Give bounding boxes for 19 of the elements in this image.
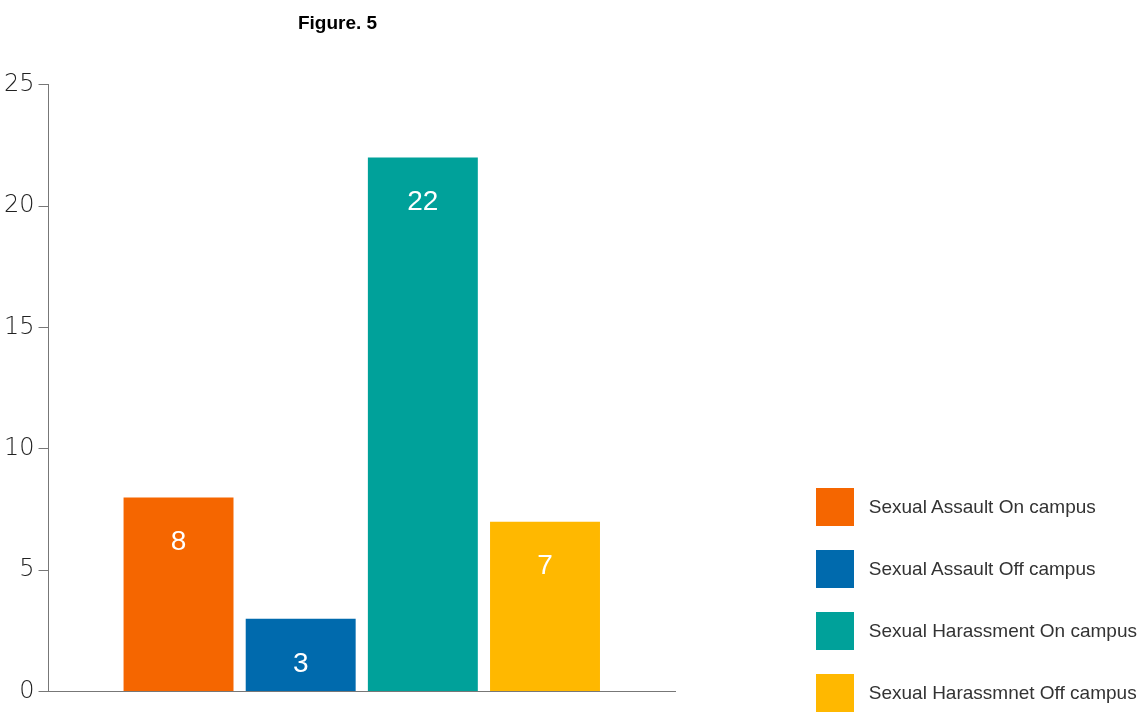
data-label: 22 bbox=[407, 185, 439, 217]
legend-label: Sexual Harassment On campus bbox=[868, 620, 1137, 642]
y-tick-label: 10 bbox=[3, 433, 35, 462]
legend-label: Sexual Assault On campus bbox=[868, 496, 1096, 518]
data-label: 7 bbox=[537, 549, 553, 581]
y-tick-label: 0 bbox=[19, 675, 35, 704]
data-label: 8 bbox=[170, 525, 187, 557]
y-tick-label: 15 bbox=[3, 311, 35, 340]
y-tick-label: 20 bbox=[3, 190, 35, 219]
chart-title: Figure. 5 bbox=[297, 11, 378, 33]
bar bbox=[367, 157, 478, 692]
legend-label: Sexual Assault Off campus bbox=[868, 558, 1096, 580]
y-tick-label: 5 bbox=[19, 554, 35, 583]
bar bbox=[245, 618, 356, 692]
legend-label: Sexual Harassmnet Off campus bbox=[868, 682, 1137, 704]
bar bbox=[490, 521, 600, 692]
data-label: 3 bbox=[292, 646, 309, 678]
y-tick-label: 25 bbox=[3, 69, 35, 98]
bar bbox=[123, 497, 234, 692]
